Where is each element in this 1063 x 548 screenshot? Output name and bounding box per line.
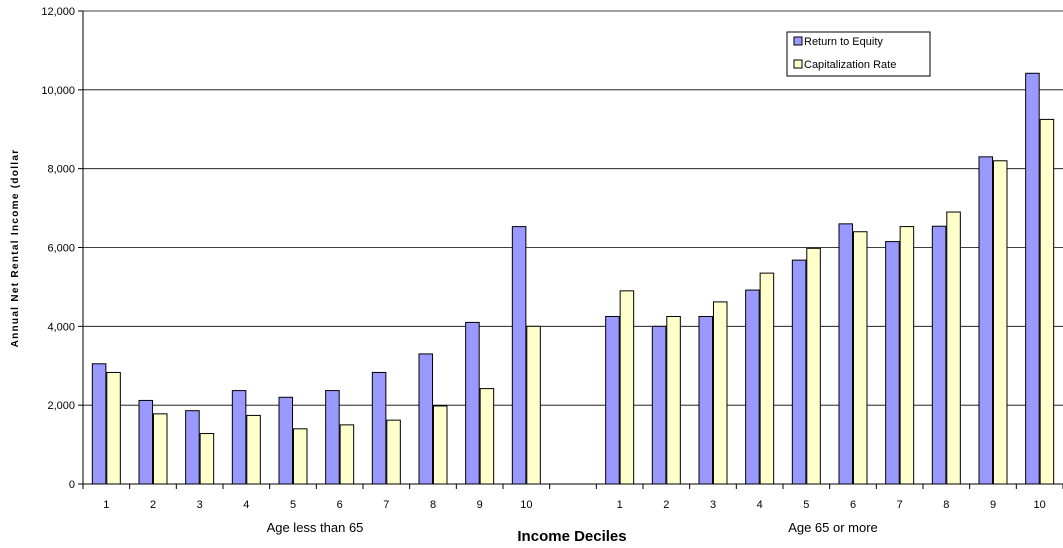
bar-capitalization-rate [432,405,448,485]
bar-capitalization-rate [479,388,495,485]
bars [91,72,1055,485]
bar-return-to-equity [885,241,900,485]
bar-capitalization-rate [992,160,1008,485]
legend-swatch-return-to-equity [793,36,803,46]
group-label-65-plus: Age 65 or more [788,520,878,535]
bar-return-to-equity [1025,72,1040,485]
x-tick-label: 10 [1034,499,1046,511]
bar-capitalization-rate [152,413,168,485]
x-tick-label: 3 [710,499,716,511]
y-axis-title: Annual Net Rental Income (dollar [10,149,21,348]
x-tick-label: 9 [990,499,996,511]
bar-return-to-equity [91,363,107,485]
legend: Return to Equity Capitalization Rate [786,31,931,77]
y-tick-label: 6,000 [47,243,75,255]
x-tick-label: 5 [803,499,809,511]
legend-swatch-capitalization-rate [793,59,803,69]
x-tick-label: 1 [103,499,109,511]
x-tick-label: 4 [243,499,249,511]
x-tick-label: 6 [850,499,856,511]
x-axis-title: Income Deciles [517,528,626,545]
bar-return-to-equity [278,396,294,485]
bar-return-to-equity [371,371,387,485]
y-tick-label: 12,000 [41,6,75,18]
x-tick-label: 9 [477,499,483,511]
bar-return-to-equity [231,390,247,485]
x-tick-label: 1 [617,499,623,511]
bar-return-to-equity [698,315,714,485]
legend-label-return-to-equity: Return to Equity [804,36,883,48]
bar-return-to-equity [838,223,854,485]
bar-capitalization-rate [246,414,261,485]
bar-capitalization-rate [292,428,308,485]
x-tick-label: 8 [430,499,436,511]
legend-label-capitalization-rate: Capitalization Rate [804,59,896,71]
y-tick-label: 4,000 [47,321,75,333]
bar-return-to-equity [185,410,200,485]
x-tick-label: 7 [897,499,903,511]
bar-return-to-equity [745,289,760,485]
bar-capitalization-rate [199,433,215,485]
bar-capitalization-rate [852,231,868,485]
bar-capitalization-rate [339,424,355,485]
bar-capitalization-rate [106,371,121,485]
x-tick-label: 5 [290,499,296,511]
group-label-under-65: Age less than 65 [267,520,364,535]
x-tick-label: 2 [150,499,156,511]
bar-return-to-equity [931,225,947,485]
bar-return-to-equity [465,321,480,485]
bar-capitalization-rate [666,315,681,485]
bar-return-to-equity [418,353,434,485]
bar-capitalization-rate [386,419,401,485]
x-tick-label: 3 [197,499,203,511]
bar-capitalization-rate [806,247,821,485]
y-tick-label: 0 [69,479,75,491]
y-tick-label: 8,000 [47,164,75,176]
bar-return-to-equity [978,156,994,485]
bar-return-to-equity [791,259,807,485]
bar-return-to-equity [651,325,667,485]
x-tick-label: 8 [943,499,949,511]
bar-return-to-equity [511,226,527,485]
x-tick-label: 10 [520,499,532,511]
bar-return-to-equity [325,390,340,485]
x-tick-label: 7 [383,499,389,511]
bar-capitalization-rate [759,272,775,485]
tick-labels: 0 2,000 4,000 6,000 8,000 10,000 12,000 1 2 3 4 5 6 7… [41,6,1045,511]
legend-box [786,31,931,77]
y-tick-label: 10,000 [41,85,75,97]
bar-capitalization-rate [1039,118,1055,485]
x-tick-label: 2 [663,499,669,511]
x-tick-label: 6 [337,499,343,511]
x-tick-label: 4 [757,499,763,511]
bar-return-to-equity [605,315,620,485]
axes [78,10,1063,489]
bar-capitalization-rate [899,226,915,485]
bar-capitalization-rate [712,301,728,485]
bar-capitalization-rate [946,211,961,485]
bar-return-to-equity [138,399,154,485]
bar-capitalization-rate [619,290,635,485]
bar-capitalization-rate [526,325,541,485]
y-tick-label: 2,000 [47,400,75,412]
